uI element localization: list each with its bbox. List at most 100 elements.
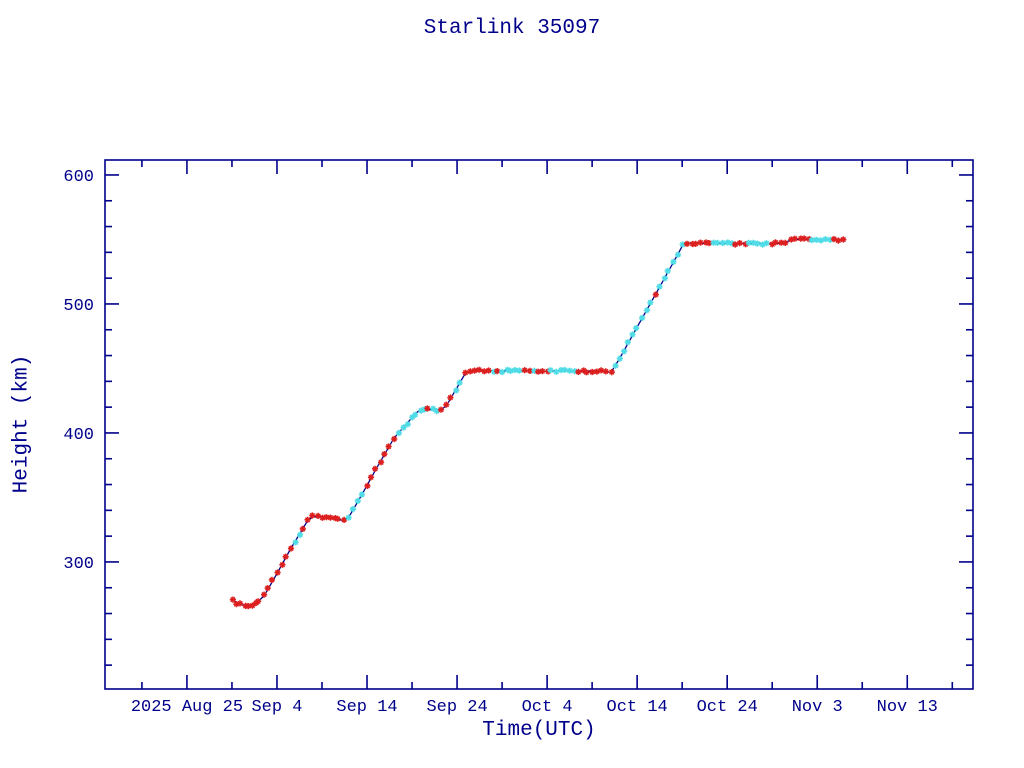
data-marker-red xyxy=(424,405,431,412)
x-tick-label: Oct 14 xyxy=(607,698,668,717)
data-marker-red xyxy=(602,368,609,375)
data-marker-red xyxy=(274,569,281,576)
data-marker-cyan xyxy=(638,314,646,321)
data-marker-cyan xyxy=(516,367,523,374)
data-marker-red xyxy=(800,235,808,242)
y-tick-label: 300 xyxy=(63,555,94,574)
data-marker-red xyxy=(334,515,341,522)
x-tick-label: Oct 24 xyxy=(697,698,758,717)
data-marker-cyan xyxy=(664,267,671,274)
data-marker-red xyxy=(580,367,587,374)
data-marker-red xyxy=(736,240,743,247)
data-marker-cyan xyxy=(400,424,407,431)
data-marker-red xyxy=(692,240,699,247)
height-line xyxy=(231,238,844,607)
data-marker-red xyxy=(583,369,590,376)
data-marker-cyan xyxy=(647,299,654,306)
data-marker-red xyxy=(471,367,478,374)
data-marker-cyan xyxy=(643,307,651,314)
data-marker-red xyxy=(268,576,275,584)
data-marker-red xyxy=(534,368,542,375)
x-tick-label: Sep 24 xyxy=(426,698,487,717)
data-marker-red xyxy=(391,435,398,443)
data-marker-red xyxy=(364,482,371,489)
data-marker-cyan xyxy=(674,251,682,258)
data-marker-red xyxy=(697,239,704,246)
data-marker-cyan xyxy=(679,241,686,248)
data-marker-cyan xyxy=(453,387,460,394)
data-marker-cyan xyxy=(808,237,815,244)
y-tick-label: 600 xyxy=(63,168,94,187)
data-marker-cyan xyxy=(395,429,402,437)
data-marker-cyan xyxy=(433,407,440,415)
data-marker-red xyxy=(249,602,256,609)
data-marker-red xyxy=(245,602,252,610)
data-marker-cyan xyxy=(745,239,752,246)
data-marker-red xyxy=(742,241,749,248)
data-marker-red xyxy=(443,401,450,408)
data-marker-cyan xyxy=(504,366,511,373)
data-marker-red xyxy=(589,368,596,376)
data-marker-cyan xyxy=(456,379,463,386)
x-axis-title: Time(UTC) xyxy=(482,719,596,742)
data-marker-cyan xyxy=(822,236,829,243)
data-marker-red xyxy=(437,406,445,413)
data-marker-red xyxy=(264,584,271,592)
data-marker-red xyxy=(539,368,546,375)
data-marker-red xyxy=(309,512,316,519)
data-marker-red xyxy=(683,240,691,247)
data-marker-cyan xyxy=(612,362,619,369)
data-marker-red xyxy=(797,235,804,242)
data-marker-cyan xyxy=(553,368,560,375)
data-marker-red xyxy=(462,369,469,376)
data-marker-red xyxy=(526,367,534,374)
data-marker-red xyxy=(381,451,388,458)
data-marker-cyan xyxy=(817,237,825,244)
data-marker-red xyxy=(788,236,795,243)
data-marker-cyan xyxy=(624,339,631,346)
data-marker-red xyxy=(544,368,552,375)
data-marker-red xyxy=(229,596,236,603)
data-marker-cyan xyxy=(710,239,717,246)
data-marker-red xyxy=(791,235,799,242)
x-tick-label: Sep 4 xyxy=(251,698,302,717)
data-marker-cyan xyxy=(418,407,425,414)
plot-frame xyxy=(104,159,974,690)
data-marker-red xyxy=(772,239,779,246)
x-tick-label: Oct 4 xyxy=(522,698,573,717)
y-tick-label: 400 xyxy=(63,426,94,445)
data-marker-red xyxy=(467,368,474,375)
data-marker-red xyxy=(323,514,330,521)
data-marker-cyan xyxy=(724,239,731,246)
data-marker-red xyxy=(299,525,306,533)
data-marker-cyan xyxy=(292,539,299,546)
data-marker-red xyxy=(236,600,244,607)
data-marker-red xyxy=(608,369,615,376)
data-marker-cyan xyxy=(813,236,820,243)
data-marker-cyan xyxy=(404,421,411,428)
data-marker-cyan xyxy=(297,531,304,538)
data-marker-cyan xyxy=(759,241,766,248)
data-marker-red xyxy=(593,368,601,375)
data-marker-red xyxy=(652,291,659,298)
data-marker-cyan xyxy=(345,514,352,521)
data-marker-red xyxy=(282,553,289,560)
data-marker-cyan xyxy=(511,367,519,374)
data-marker-cyan xyxy=(412,411,419,418)
data-marker-cyan xyxy=(557,367,565,374)
x-tick-label: Nov 3 xyxy=(792,698,843,717)
data-marker-red xyxy=(315,512,322,520)
data-marker-red xyxy=(341,516,348,524)
data-marker-cyan xyxy=(531,367,538,374)
data-marker-red xyxy=(521,367,528,374)
data-marker-red xyxy=(705,240,713,247)
data-marker-cyan xyxy=(670,258,677,265)
data-marker-cyan xyxy=(561,366,568,373)
data-marker-cyan xyxy=(349,506,356,513)
data-marker-red xyxy=(287,545,295,552)
data-marker-red xyxy=(279,561,286,568)
data-marker-red xyxy=(385,443,392,450)
data-marker-cyan xyxy=(827,236,834,243)
